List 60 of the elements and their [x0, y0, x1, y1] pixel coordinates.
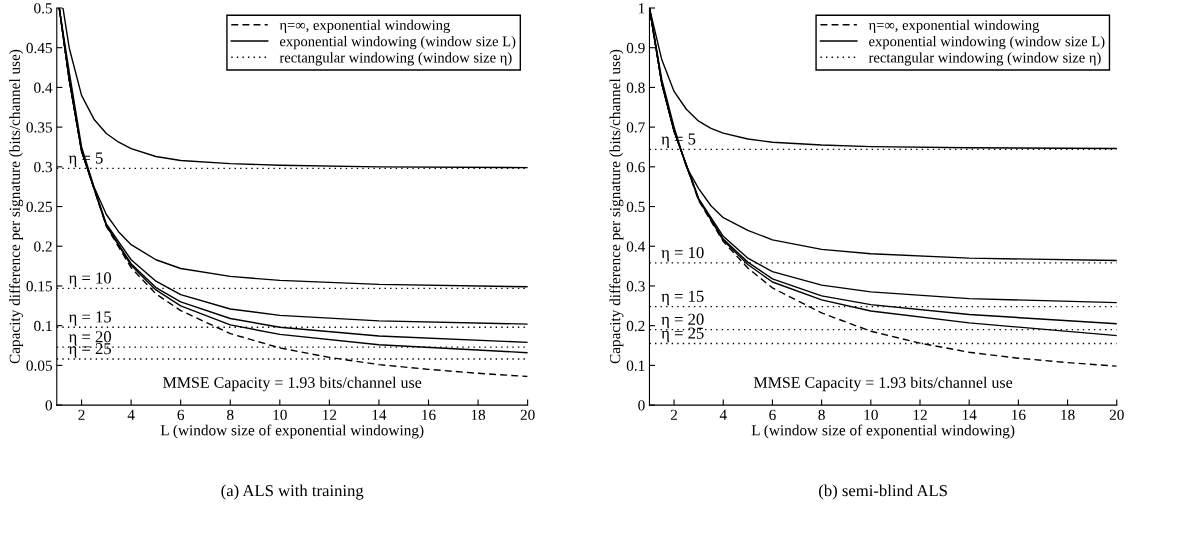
y-tick-label: 0.3	[34, 161, 53, 173]
y-tick-label: 0.2	[626, 320, 645, 332]
y-tick-label: 0.3	[626, 281, 645, 292]
x-tick-label: 12	[323, 409, 337, 420]
legend-label: rectangular windowing (window size η)	[868, 52, 1101, 66]
annotation: η = 10	[661, 246, 704, 262]
x-tick-label: 20	[520, 409, 535, 420]
y-tick-label: 0.1	[34, 320, 52, 332]
x-tick-label: 2	[78, 409, 85, 420]
annotation: MMSE Capacity = 1.93 bits/channel use	[753, 376, 1013, 392]
legend-label: exponential windowing (window size L)	[280, 36, 516, 50]
y-axis-title: Capacity difference per signature (bits/channel use)	[609, 49, 624, 364]
y-tick-label: 0.05	[26, 360, 53, 371]
x-axis-title: L (window size of exponential windowing)	[160, 424, 424, 439]
y-axis-title: Capacity difference per signature (bits/channel use)	[9, 49, 24, 364]
legend-label: exponential windowing (window size L)	[869, 36, 1105, 50]
y-tick-label: 0.8	[626, 82, 645, 93]
y-tick-label: 0.35	[26, 122, 53, 133]
legend-label: η=∞, exponential windowing	[868, 19, 1040, 34]
x-tick-label: 4	[127, 409, 135, 420]
y-tick-label: 0.4	[34, 82, 53, 93]
text: (a) ALS with training	[221, 484, 364, 500]
x-tick-label: 10	[273, 409, 287, 420]
x-tick-label: 12	[913, 409, 927, 420]
x-axis-title: L (window size of exponential windowing)	[751, 424, 1015, 439]
x-tick-label: 6	[177, 409, 185, 420]
y-tick-label: 0.4	[626, 241, 646, 252]
y-tick-label: 0.1	[626, 360, 645, 371]
x-tick-label: 20	[1109, 409, 1124, 420]
x-tick-label: 14	[372, 409, 387, 420]
legend-label: η=∞, exponential windowing	[279, 19, 450, 34]
y-tick-label: 0.2	[34, 241, 52, 252]
y-tick-label: 0.25	[26, 201, 53, 213]
x-tick-label: 8	[818, 409, 825, 420]
y-tick-label: 0.6	[626, 161, 645, 173]
annotation: MMSE Capacity = 1.93 bits/channel use	[163, 376, 422, 392]
y-tick-label: 0.5	[626, 201, 645, 213]
x-tick-label: 10	[864, 409, 878, 420]
y-tick-label: 1	[639, 3, 645, 14]
x-tick-label: 4	[719, 409, 727, 420]
x-tick-label: 8	[227, 409, 234, 420]
y-tick-label: 0.5	[34, 3, 53, 14]
y-tick-label: 0	[638, 400, 645, 411]
x-tick-label: 18	[471, 409, 486, 420]
x-tick-label: 2	[670, 409, 678, 420]
y-tick-label: 0.15	[26, 281, 53, 292]
x-tick-label: 16	[422, 409, 436, 420]
x-tick-label: 18	[1061, 409, 1075, 420]
y-tick-label: 0.45	[26, 42, 53, 54]
y-tick-label: 0	[45, 400, 53, 411]
y-tick-label: 0.9	[626, 42, 645, 54]
annotation: η = 15	[68, 311, 112, 326]
x-tick-label: 16	[1012, 409, 1026, 420]
x-tick-label: 6	[769, 409, 776, 420]
annotation: η = 10	[68, 272, 112, 287]
x-tick-label: 14	[962, 409, 977, 420]
annotation: η = 15	[661, 290, 704, 306]
legend-label: rectangular windowing (window size η)	[279, 52, 512, 66]
text: (b) semi-blind ALS	[819, 484, 947, 500]
y-tick-label: 0.7	[626, 122, 645, 133]
